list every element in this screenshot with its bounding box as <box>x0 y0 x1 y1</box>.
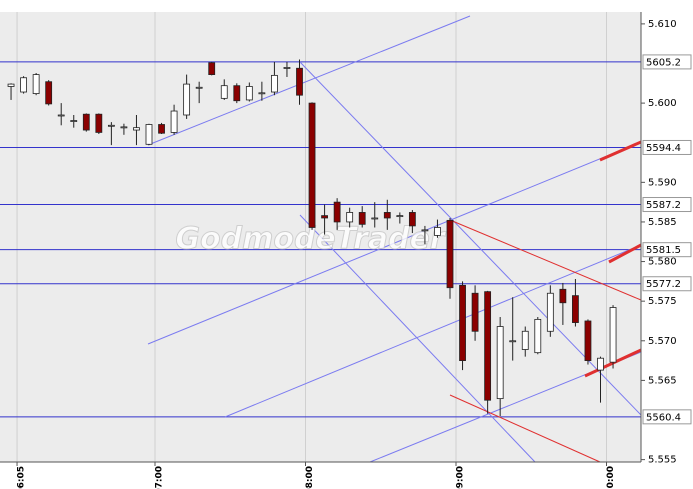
trend-lines <box>147 15 642 463</box>
candle-body <box>584 320 592 361</box>
candle-body <box>95 113 103 133</box>
level-label: 5587.2 <box>646 200 681 211</box>
candle-body <box>57 114 65 117</box>
x-tick-label: 09:00 <box>456 466 466 489</box>
candle-body <box>534 318 542 354</box>
candle-body <box>358 212 366 225</box>
x-tick-label: 06:05 <box>17 466 27 489</box>
level-label-box <box>642 276 692 292</box>
candle-body <box>20 77 27 93</box>
y-tick-label: 5.565 <box>648 375 677 386</box>
candle-body <box>133 127 140 131</box>
candle-body <box>308 102 316 228</box>
y-tick-label: 5.555 <box>648 455 677 466</box>
candle-body <box>183 83 191 116</box>
level-label-box <box>642 242 692 258</box>
y-tick-label: 5.600 <box>648 98 677 109</box>
y-tick-label: 5.570 <box>648 336 677 347</box>
candle-body <box>82 113 90 131</box>
candle-body <box>158 124 165 134</box>
y-tick-label: 5.575 <box>648 296 677 307</box>
candle-body <box>233 85 241 102</box>
level-label: 5581.5 <box>646 245 681 256</box>
candle-body <box>408 212 416 227</box>
candle-body <box>559 288 567 304</box>
candle-body <box>434 227 441 236</box>
candle-body <box>258 92 266 95</box>
candle-body <box>371 217 379 220</box>
candle-body <box>572 295 579 323</box>
y-tick-label: 5.580 <box>648 257 677 268</box>
candle-body <box>170 110 178 133</box>
candle-body <box>32 74 40 95</box>
candle-body <box>509 340 517 343</box>
candle-body <box>321 215 328 219</box>
candle-body <box>107 124 115 127</box>
x-tick-label: 10:00 <box>606 466 616 489</box>
level-label-box <box>642 139 692 155</box>
y-tick-label: 5.590 <box>648 177 677 188</box>
candle-body <box>459 284 466 361</box>
candle-body <box>296 67 303 96</box>
candle-body <box>446 219 454 289</box>
candle-body <box>7 83 15 87</box>
candle-body <box>396 215 404 218</box>
level-label: 5594.4 <box>646 143 681 154</box>
level-label-box <box>642 54 692 70</box>
x-tick-label: 07:00 <box>155 466 165 489</box>
candle-body <box>383 212 391 219</box>
level-label-box <box>642 409 692 425</box>
level-label-box <box>642 197 692 213</box>
candle-body <box>70 120 78 122</box>
candle-body <box>546 292 554 332</box>
candle-body <box>471 292 479 332</box>
candle-body <box>45 81 53 105</box>
candle-body <box>484 291 492 401</box>
candle-body <box>421 229 429 232</box>
candle-body <box>597 357 604 371</box>
candle-body <box>208 62 216 75</box>
x-tick-label: 08:00 <box>305 466 315 489</box>
candle-body <box>496 326 504 400</box>
candle-body <box>333 201 341 223</box>
level-label: 5560.4 <box>646 412 681 423</box>
candle-body <box>271 74 278 93</box>
candle-body <box>145 124 153 145</box>
candle-body <box>220 85 228 99</box>
candle-body <box>245 86 253 101</box>
candle-body <box>346 212 354 223</box>
candle-body <box>195 86 203 89</box>
level-label: 5577.2 <box>646 279 681 290</box>
y-tick-label: 5.585 <box>648 217 677 228</box>
candle-body <box>283 67 291 69</box>
candle-body <box>120 126 128 129</box>
candle-body <box>609 307 617 363</box>
level-label: 5605.2 <box>646 57 681 68</box>
y-tick-label: 5.610 <box>648 19 677 30</box>
candle-body <box>521 330 529 350</box>
